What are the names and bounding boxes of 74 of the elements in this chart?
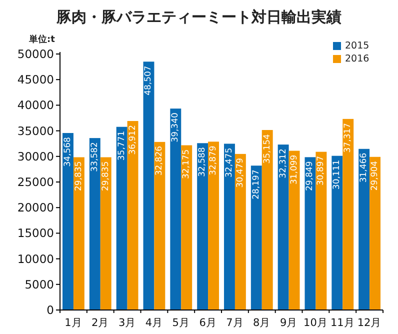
data-label: 30,479 (235, 158, 246, 188)
data-label: 30,111 (332, 160, 342, 190)
x-tick-label: 4月 (145, 317, 164, 329)
bar (116, 126, 128, 310)
x-tick-label: 12月 (357, 317, 382, 329)
x-tick-label: 3月 (118, 317, 136, 329)
data-label: 34,568 (62, 137, 73, 167)
bar (89, 138, 100, 310)
data-label: 36,912 (128, 125, 138, 155)
bar (342, 118, 354, 310)
x-tick-label: 11月 (330, 317, 355, 329)
data-label: 37,317 (343, 122, 354, 153)
y-tick-label: 40000 (17, 98, 54, 112)
y-tick-label: 20000 (17, 200, 54, 215)
y-tick-label: 0 (46, 303, 54, 317)
bar (154, 142, 166, 310)
data-label: 29,849 (305, 161, 316, 191)
x-tick-label: 5月 (172, 317, 190, 329)
bar (250, 166, 262, 310)
bar (100, 157, 112, 310)
bar (62, 133, 74, 310)
y-tick-label: 25000 (17, 175, 54, 189)
y-tick-label: 10000 (17, 252, 54, 266)
bar (224, 144, 235, 310)
bar (181, 145, 192, 310)
data-label: 48,507 (144, 66, 154, 96)
legend-label: 2016 (345, 54, 370, 64)
data-label: 39,340 (170, 112, 181, 142)
x-tick-label: 10月 (304, 317, 328, 329)
data-label: 31,466 (359, 152, 370, 183)
data-label: 29,835 (100, 161, 111, 191)
bar (262, 130, 273, 310)
y-tick-label: 5000 (24, 277, 54, 292)
y-tick-label: 15000 (17, 226, 54, 240)
data-label: 32,826 (154, 146, 165, 176)
bar (208, 142, 219, 310)
bar (370, 156, 380, 310)
data-label: 35,771 (116, 130, 127, 161)
bar (73, 157, 84, 310)
x-tick-label: 2月 (92, 317, 110, 329)
legend-label: 2015 (345, 40, 370, 52)
data-label: 32,475 (224, 148, 234, 178)
data-label: 30,897 (316, 156, 326, 186)
data-label: 32,879 (208, 146, 219, 176)
y-tick-label: 35000 (17, 124, 54, 138)
bar (358, 148, 370, 310)
bar (197, 143, 208, 310)
bar (127, 121, 138, 310)
data-label: 32,588 (198, 147, 208, 177)
bar (170, 108, 182, 310)
y-tick-label: 50000 (17, 47, 54, 61)
data-label: 29,835 (74, 161, 84, 191)
data-label: 35,154 (262, 134, 272, 164)
x-tick-label: 1月 (64, 317, 82, 329)
bar (143, 62, 154, 310)
bar (288, 150, 300, 310)
x-tick-label: 8月 (253, 317, 271, 329)
bar (234, 154, 246, 310)
y-tick-label: 30000 (17, 149, 54, 164)
x-tick-label: 9月 (280, 317, 298, 329)
y-tick-label: 45000 (17, 72, 54, 87)
data-label: 31,099 (289, 154, 300, 185)
x-tick-label: 6月 (199, 317, 217, 329)
data-label: 32,312 (278, 148, 288, 178)
data-label: 33,582 (90, 142, 100, 172)
bar (316, 152, 327, 310)
bar (332, 156, 343, 310)
bar (278, 144, 289, 310)
data-label: 28,197 (251, 170, 262, 200)
x-tick-label: 7月 (226, 317, 244, 329)
chart-title: 豚肉・豚バラエティーミート対日輸出実績 (56, 8, 342, 26)
data-label: 32,175 (182, 149, 192, 180)
text: 単位:t (28, 34, 56, 45)
data-label: 29,904 (370, 160, 380, 191)
